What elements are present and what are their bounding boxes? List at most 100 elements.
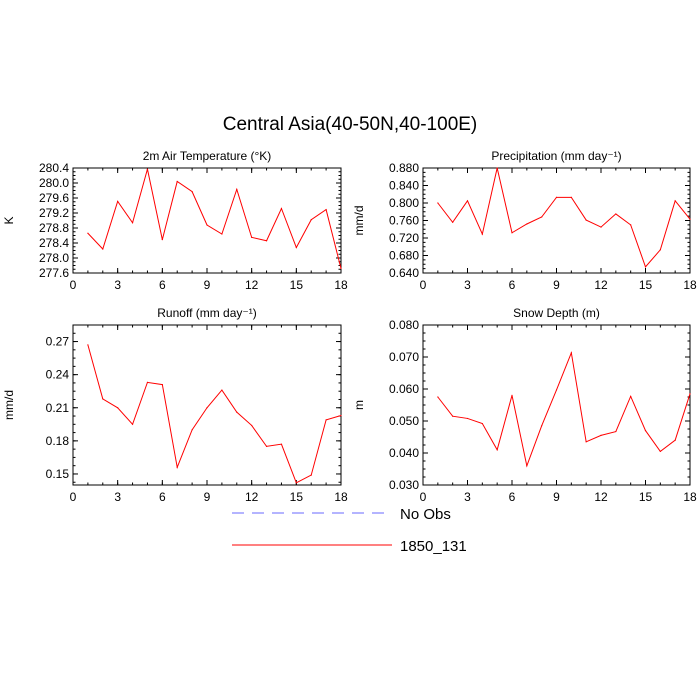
panel-title: Snow Depth (m) [513, 306, 600, 320]
data-point [674, 200, 676, 202]
data-point [644, 266, 647, 268]
data-point [87, 232, 89, 234]
data-point [659, 249, 661, 251]
x-tick-label: 6 [159, 278, 166, 292]
x-tick-label: 15 [290, 490, 304, 504]
panel-title: Precipitation (mm day⁻¹) [491, 149, 621, 163]
data-point [541, 216, 543, 218]
y-tick-label: 0.24 [46, 368, 70, 382]
y-tick-label: 0.21 [46, 401, 70, 415]
data-point [236, 188, 238, 190]
data-point [295, 482, 297, 484]
data-point [511, 394, 513, 396]
data-point [600, 434, 602, 436]
data-point [689, 393, 691, 395]
y-tick-label: 0.18 [46, 434, 70, 448]
x-tick-label: 6 [159, 490, 166, 504]
data-point [102, 398, 104, 400]
data-point [437, 396, 439, 398]
data-point [466, 417, 469, 420]
figure-title: Central Asia(40-50N,40-100E) [223, 114, 478, 135]
x-tick-label: 9 [553, 490, 560, 504]
x-tick-label: 3 [464, 278, 471, 292]
x-tick-label: 18 [683, 490, 697, 504]
data-point [280, 443, 283, 445]
plot-frame [72, 167, 342, 274]
data-point [161, 239, 163, 241]
data-point [191, 191, 193, 193]
data-point [570, 196, 572, 198]
data-point [280, 207, 283, 210]
data-point [555, 196, 558, 198]
data-point [176, 466, 178, 468]
series-line-1850_131 [87, 344, 342, 484]
data-point [496, 167, 498, 169]
data-point [191, 429, 193, 431]
x-tick-label: 0 [420, 490, 427, 504]
chart-panel-2: Precipitation (mm day⁻¹) mm/d 0 3 6 9 12 15 18 0.… [352, 149, 697, 292]
data-point [630, 395, 632, 397]
data-point [325, 209, 327, 211]
chart-panel-3: Runoff (mm day⁻¹) mm/d 0 3 6 9 12 15 18 0.15 0.18 0… [2, 306, 348, 504]
y-tick-label: 0.040 [389, 446, 419, 460]
data-point [146, 168, 149, 170]
y-tick-label: 0.760 [389, 214, 419, 228]
series-line-1850_131 [87, 168, 342, 269]
y-tick-label: 0.15 [46, 467, 70, 481]
data-point [466, 200, 469, 202]
data-point [496, 449, 498, 451]
x-tick-label: 15 [639, 490, 653, 504]
data-point [87, 344, 89, 346]
data-point [452, 221, 454, 223]
y-axis-label: mm/d [2, 390, 16, 420]
data-point [206, 407, 208, 409]
data-point [526, 223, 528, 225]
data-point [541, 425, 543, 427]
data-point [295, 246, 297, 249]
x-tick-label: 9 [204, 490, 211, 504]
x-tick-label: 15 [639, 278, 653, 292]
x-tick-label: 0 [70, 278, 77, 292]
data-point [325, 419, 327, 421]
data-point [600, 226, 602, 228]
x-tick-label: 0 [70, 490, 77, 504]
y-tick-label: 0.030 [389, 478, 419, 492]
chart-panel-1: 2m Air Temperature (°K)K0 3 6 9 12 15 18277.62… [2, 149, 348, 292]
y-tick-label: 0.27 [46, 335, 70, 349]
x-tick-label: 18 [334, 278, 348, 292]
data-point [644, 430, 647, 432]
data-point [102, 248, 104, 250]
data-point [585, 219, 587, 221]
x-tick-label: 12 [245, 490, 259, 504]
data-point [221, 233, 223, 235]
series-line-1850_131 [437, 167, 691, 268]
plot-frame [422, 167, 691, 274]
x-tick-label: 6 [509, 278, 516, 292]
data-point [131, 222, 134, 224]
series-line-1850_131 [437, 350, 691, 468]
y-axis-label: m [352, 400, 366, 410]
y-axis-label: K [2, 216, 16, 224]
data-point [674, 439, 676, 441]
data-point [265, 445, 268, 447]
x-tick-label: 9 [553, 278, 560, 292]
data-point [437, 202, 439, 204]
y-tick-label: 278.4 [39, 236, 69, 250]
legend-label: 1850_131 [400, 538, 467, 555]
y-tick-label: 279.6 [39, 191, 69, 205]
data-point [310, 474, 312, 476]
panel-title: Runoff (mm day⁻¹) [157, 306, 256, 320]
y-tick-label: 278.0 [39, 251, 69, 265]
legend: No Obs 1850_131 [232, 506, 467, 555]
y-tick-label: 0.840 [389, 179, 419, 193]
y-tick-label: 278.8 [39, 221, 69, 235]
y-tick-label: 0.720 [389, 231, 419, 245]
data-point [481, 233, 483, 235]
data-point [310, 219, 312, 221]
data-point [161, 383, 163, 386]
y-tick-label: 0.080 [389, 318, 419, 332]
data-point [615, 430, 617, 433]
y-tick-label: 0.680 [389, 249, 419, 263]
data-point [615, 213, 617, 215]
